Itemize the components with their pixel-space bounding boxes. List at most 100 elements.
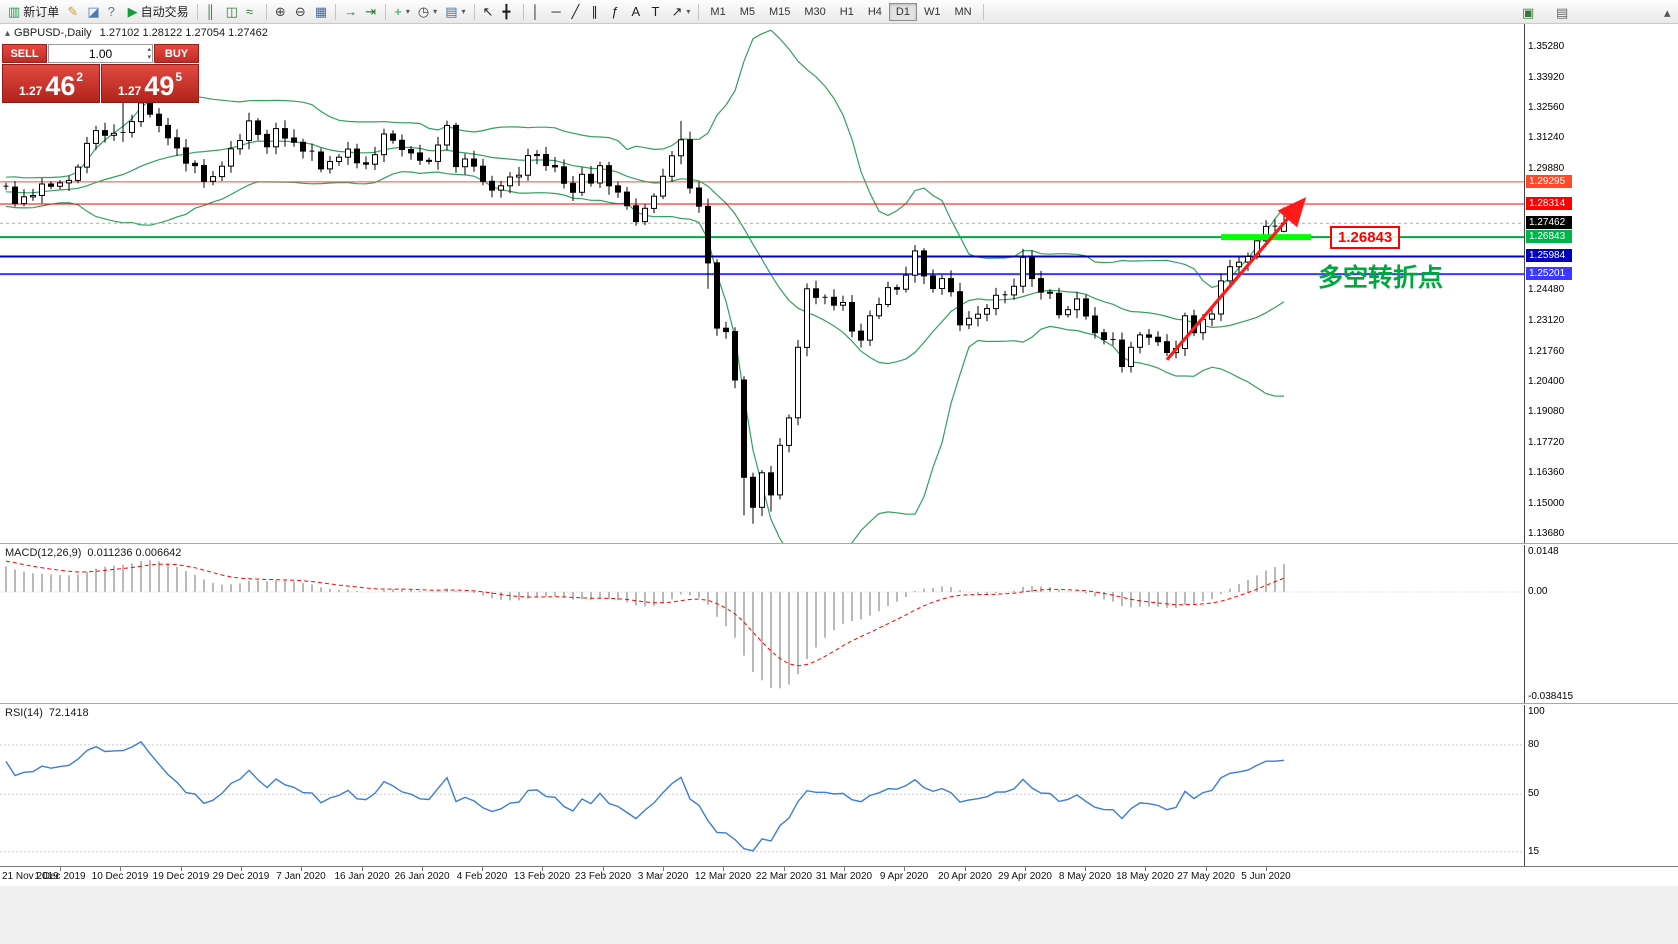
macd-axis-label: -0.038415 xyxy=(1528,691,1574,702)
new-chart-window-icon: ▣ xyxy=(1522,4,1535,20)
panel-splitter-rsi[interactable] xyxy=(0,703,1678,705)
timeframe-w1-button[interactable]: W1 xyxy=(923,5,941,18)
volume-stepper[interactable]: 1.00 ▴ ▾ xyxy=(48,44,153,63)
indicators-button[interactable]: + ▾ xyxy=(390,2,414,22)
rsi-title: RSI(14) xyxy=(5,707,43,719)
arrows-icon: ↗ xyxy=(671,4,683,19)
toolbar-separator xyxy=(335,3,337,20)
price-tag: 1.28314 xyxy=(1526,197,1572,210)
price-tick: 1.20400 xyxy=(1528,376,1565,387)
price-tag: 1.29295 xyxy=(1526,175,1572,188)
buy-price-button[interactable]: 1.27 49 5 xyxy=(101,64,199,103)
sell-price-pip: 2 xyxy=(76,70,84,84)
trendline-button[interactable]: ╱ xyxy=(568,2,588,22)
sell-price-button[interactable]: 1.27 46 2 xyxy=(2,64,100,103)
help-button[interactable]: ? xyxy=(104,2,124,22)
timeframe-d1-button[interactable]: D1 xyxy=(888,2,917,21)
candlestick-chart-button[interactable]: ◫ xyxy=(222,2,242,22)
horizontal-line-button[interactable]: ─ xyxy=(548,2,568,22)
crosshair-button[interactable]: ╋ xyxy=(499,2,519,22)
date-label: 12 Mar 2020 xyxy=(694,871,752,882)
channel-button[interactable]: ∥ xyxy=(588,2,608,22)
date-label: 5 Jun 2020 xyxy=(1241,871,1291,882)
timeframe-h4-button[interactable]: H4 xyxy=(867,5,882,18)
zoom-out-button[interactable]: ⊖ xyxy=(291,2,311,22)
panel-splitter-macd[interactable] xyxy=(0,543,1678,545)
toolbar-separator xyxy=(522,3,524,20)
toolbar-overflow-button[interactable]: ▴ xyxy=(1660,2,1678,22)
timeframe-m1-button[interactable]: M1 xyxy=(710,5,726,18)
vertical-line-button[interactable]: │ xyxy=(528,2,548,22)
rsi-panel-area[interactable] xyxy=(0,704,1678,866)
tile-windows-button[interactable]: ▦ xyxy=(311,2,331,22)
turning-point-note[interactable]: 多空转折点 xyxy=(1318,264,1444,292)
arrows-button[interactable]: ↗ ▾ xyxy=(668,2,695,22)
timeframe-m30-button[interactable]: M30 xyxy=(804,5,826,18)
date-label: 9 Apr 2020 xyxy=(879,871,929,882)
macd-panel-area[interactable] xyxy=(0,544,1678,704)
templates-button[interactable]: ▤ ▾ xyxy=(441,2,469,22)
buy-button[interactable]: BUY xyxy=(154,44,199,63)
chevron-down-icon: ▾ xyxy=(461,7,466,16)
chart-shift-icon: ⇥ xyxy=(365,4,377,19)
volume-value[interactable]: 1.00 xyxy=(88,46,113,61)
indicators-icon: + xyxy=(394,4,402,19)
date-label: 27 May 2020 xyxy=(1177,871,1235,882)
volume-up-icon[interactable]: ▴ xyxy=(147,46,151,53)
line-chart-button[interactable]: ≈ xyxy=(242,2,262,22)
autotrading-button-label: 自动交易 xyxy=(140,5,189,19)
new-chart-window-button[interactable]: ▣ xyxy=(1518,2,1538,22)
timeframe-mn-button[interactable]: MN xyxy=(954,5,972,18)
price-tag: 1.27462 xyxy=(1526,216,1572,229)
time-tick xyxy=(362,867,363,871)
rsi-header: RSI(14) 72.1418 xyxy=(5,707,89,719)
bar-chart-button[interactable]: ║ xyxy=(202,2,222,22)
timeframe-m15-button[interactable]: M15 xyxy=(768,5,791,18)
price-tick: 1.23120 xyxy=(1528,315,1565,326)
price-tick: 1.16360 xyxy=(1528,467,1565,478)
profiles-icon: ◪ xyxy=(87,4,100,19)
chevron-down-icon: ▾ xyxy=(433,7,438,16)
time-tick xyxy=(1266,867,1267,871)
chart-shift-button[interactable]: ⇥ xyxy=(361,2,381,22)
price-tick: 1.15000 xyxy=(1528,498,1565,509)
time-tick xyxy=(482,867,483,871)
autotrading-icon: ▶ xyxy=(127,4,138,19)
window-list-button[interactable]: ▤ xyxy=(1552,2,1572,22)
text-button[interactable]: A xyxy=(628,2,648,22)
fibonacci-button[interactable]: ƒ xyxy=(608,2,628,22)
auto-scroll-button[interactable]: → xyxy=(340,2,361,22)
trendline-icon: ╱ xyxy=(571,4,580,19)
toolbar-separator xyxy=(473,3,475,20)
zoom-in-button[interactable]: ⊕ xyxy=(271,2,291,22)
new-order-button[interactable]: ▥ 新订单 xyxy=(4,2,63,22)
window-list-icon: ▤ xyxy=(1556,4,1569,20)
profiles-button[interactable]: ◪ xyxy=(83,2,103,22)
one-click-trading-panel: SELL 1.00 ▴ ▾ BUY 1.27 46 2 1.27 49 5 xyxy=(2,44,199,103)
rsi-axis-label: 80 xyxy=(1528,739,1540,750)
timeframe-m5-button[interactable]: M5 xyxy=(739,5,755,18)
timeframe-h1-button[interactable]: H1 xyxy=(839,5,854,18)
toolbar-separator xyxy=(265,3,267,20)
metaeditor-button[interactable]: ✎ xyxy=(63,2,83,22)
date-label: 26 Jan 2020 xyxy=(394,871,450,882)
support-price-label[interactable]: 1.26843 xyxy=(1330,226,1401,249)
date-label: 4 Feb 2020 xyxy=(456,871,508,882)
volume-down-icon[interactable]: ▾ xyxy=(147,53,151,61)
text-label-button[interactable]: T xyxy=(648,2,668,22)
time-tick xyxy=(784,867,785,871)
date-label: 19 Dec 2019 xyxy=(152,871,210,882)
cursor-button[interactable]: ↖ xyxy=(479,2,499,22)
autotrading-button[interactable]: ▶ 自动交易 xyxy=(124,2,193,22)
one-click-collapse-icon[interactable]: ▴ xyxy=(5,28,11,39)
time-tick xyxy=(1085,867,1086,871)
price-chart-area[interactable] xyxy=(0,24,1678,544)
price-tick: 1.24480 xyxy=(1528,284,1565,295)
time-axis[interactable]: 21 Nov 2019 1 Dec 2019 10 Dec 2019 19 Dec 2… xyxy=(0,866,1678,886)
bar-chart-icon: ║ xyxy=(205,4,215,19)
price-axis[interactable]: 1.35280 1.33920 1.32560 1.31240 1.29880 1.244… xyxy=(1526,0,1678,944)
periods-button[interactable]: ◷ ▾ xyxy=(414,2,441,22)
rsi-value: 72.1418 xyxy=(48,707,89,719)
time-tick xyxy=(965,867,966,871)
sell-button[interactable]: SELL xyxy=(2,44,47,63)
